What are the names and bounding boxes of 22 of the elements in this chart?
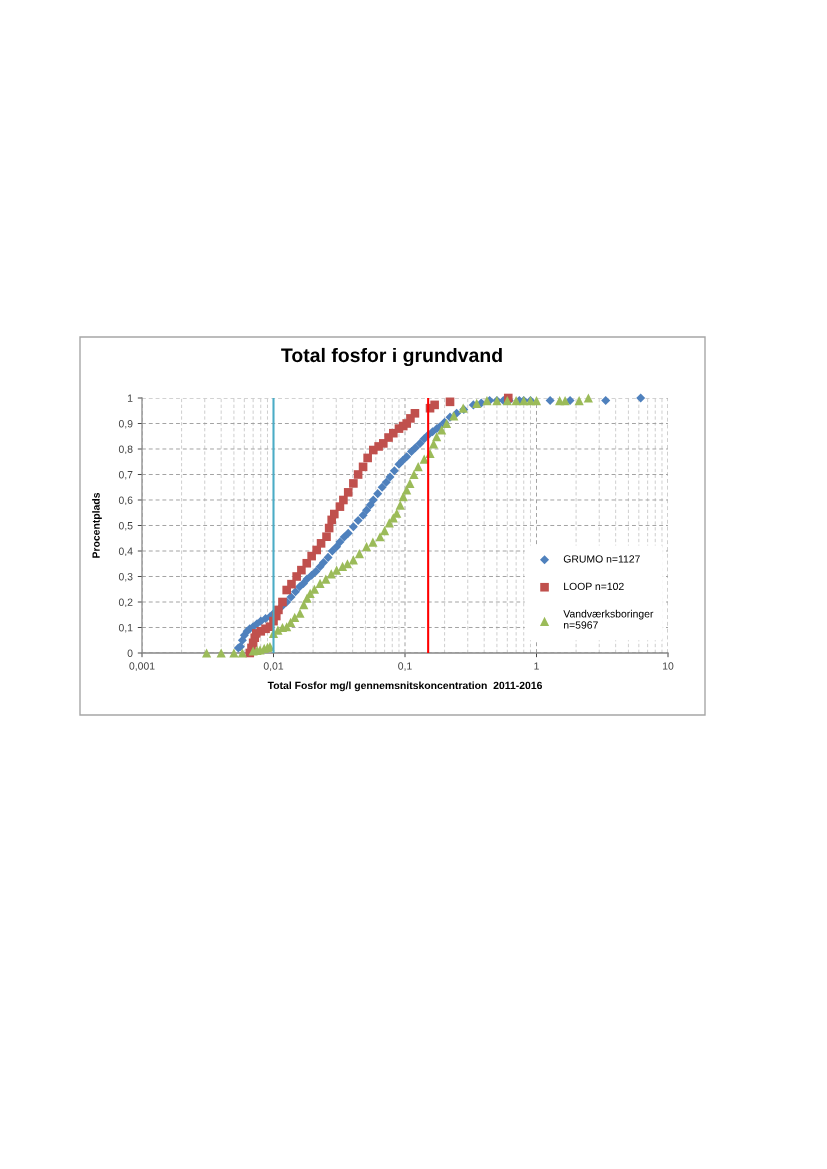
y-tick-label: 0,9 [118,420,133,429]
x-tick-label: 0,01 [263,662,284,671]
legend-label: Vandværksboringer n=5967 [563,609,654,629]
y-tick-label: 0,8 [118,445,133,455]
y-tick-label: 1 [127,394,133,402]
y-tick-label: 0,7 [118,471,133,480]
legend-label: GRUMO n=1127 [563,555,640,563]
y-tick-label: 0,1 [118,624,133,633]
chart-title: Total fosfor i grundvand [281,347,502,367]
y-tick-label: 0,5 [118,522,133,531]
legend-label: LOOP n=102 [564,582,624,591]
x-tick-label: 0,1 [398,662,412,671]
x-tick-label: 0,001 [129,662,155,671]
y-tick-label: 0,4 [118,547,133,557]
y-tick-label: 0,6 [118,496,133,506]
y-tick-label: 0,2 [118,598,133,608]
x-tick-label: 1 [534,662,539,670]
y-tick-label: 0,3 [118,573,133,582]
x-axis-title: Total Fosfor mg/l gennemsnitskoncentration 2011-2016 [267,681,543,692]
x-tick-label: 10 [663,662,674,670]
y-axis-title: Procentplads [92,492,102,558]
y-tick-label: 0 [127,649,133,657]
